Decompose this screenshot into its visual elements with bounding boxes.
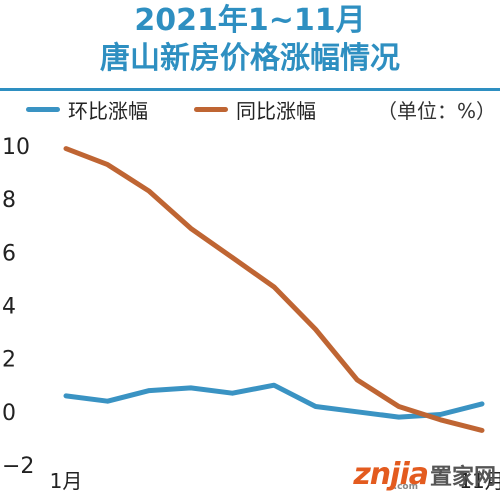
- site-watermark: znjia 置家网 .com: [353, 457, 496, 492]
- chart-subtitle: 唐山新房价格涨幅情况: [100, 41, 400, 76]
- x-tick-label: 11月: [459, 469, 500, 493]
- unit-label: （单位：%）: [376, 99, 496, 123]
- y-tick-label: 0: [2, 401, 16, 426]
- watermark-logo: znjia: [353, 457, 429, 492]
- y-tick-label: −2: [2, 454, 34, 479]
- legend-swatch-yoy: [194, 107, 228, 112]
- y-tick-label: 10: [2, 135, 30, 160]
- legend-label-mom: 环比涨幅: [68, 99, 148, 123]
- series-line-mom: [63, 382, 485, 420]
- y-tick-label: 4: [2, 294, 16, 319]
- y-tick-label: 8: [2, 188, 16, 213]
- legend-label-yoy: 同比涨幅: [236, 99, 316, 123]
- y-tick-label: 6: [2, 241, 16, 266]
- legend-item-mom: 环比涨幅: [26, 95, 148, 124]
- series-line-yoy: [63, 146, 485, 433]
- watermark-dotcom: .com: [393, 482, 418, 492]
- title-divider: [0, 88, 500, 91]
- watermark-site-name: 置家网: [429, 464, 496, 490]
- x-tick-label: 1月: [50, 469, 83, 493]
- legend-swatch-mom: [26, 107, 60, 112]
- legend-item-yoy: 同比涨幅: [194, 95, 316, 124]
- y-tick-label: 2: [2, 348, 16, 373]
- chart-legend: 环比涨幅 同比涨幅 （单位：%）: [0, 93, 500, 123]
- chart-title: 2021年1~11月: [134, 3, 366, 38]
